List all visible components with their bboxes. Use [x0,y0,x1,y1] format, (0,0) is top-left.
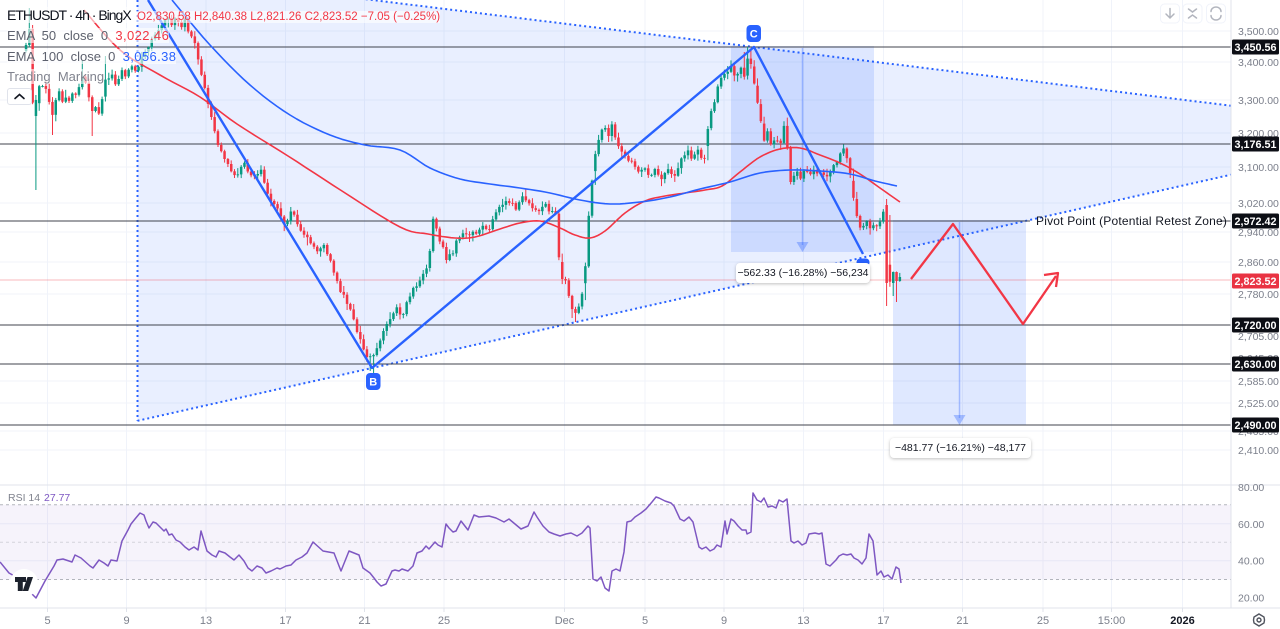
svg-text:2,780.00: 2,780.00 [1238,289,1279,301]
svg-text:C: C [750,29,758,41]
svg-text:2,823.52: 2,823.52 [1235,276,1277,288]
svg-text:5: 5 [642,615,648,627]
svg-text:3,400.00: 3,400.00 [1238,57,1279,69]
svg-text:3,450.56: 3,450.56 [1235,42,1277,54]
svg-text:2,490.00: 2,490.00 [1235,420,1277,432]
svg-text:20.00: 20.00 [1238,593,1264,605]
svg-text:15:00: 15:00 [1098,615,1126,627]
svg-text:2,630.00: 2,630.00 [1235,359,1277,371]
svg-text:3,300.00: 3,300.00 [1238,95,1279,107]
svg-text:21: 21 [956,615,968,627]
svg-text:2,705.00: 2,705.00 [1238,331,1279,343]
svg-text:21: 21 [358,615,370,627]
svg-text:40.00: 40.00 [1238,556,1264,568]
svg-text:2,410.00: 2,410.00 [1238,445,1279,457]
svg-text:9: 9 [721,615,727,627]
svg-text:2,525.00: 2,525.00 [1238,398,1279,410]
svg-text:25: 25 [1037,615,1049,627]
svg-text:2,585.00: 2,585.00 [1238,376,1279,388]
svg-text:60.00: 60.00 [1238,519,1264,531]
svg-text:B: B [369,377,377,389]
svg-text:2,972.42: 2,972.42 [1235,216,1277,228]
svg-text:Pivot Point (Potential Retest: Pivot Point (Potential Retest Zone) [1036,214,1227,228]
svg-text:2,720.00: 2,720.00 [1235,320,1277,332]
svg-text:9: 9 [123,615,129,627]
svg-text:13: 13 [797,615,809,627]
svg-text:80.00: 80.00 [1238,482,1264,494]
svg-text:2026: 2026 [1170,615,1194,627]
svg-text:17: 17 [877,615,889,627]
svg-text:3,020.00: 3,020.00 [1238,198,1279,210]
svg-text:17: 17 [279,615,291,627]
svg-text:2,860.00: 2,860.00 [1238,257,1279,269]
svg-text:3,100.00: 3,100.00 [1238,162,1279,174]
svg-text:5: 5 [44,615,50,627]
svg-text:Dec: Dec [555,615,575,627]
svg-text:3,176.51: 3,176.51 [1235,139,1277,151]
svg-text:2,940.00: 2,940.00 [1238,227,1279,239]
svg-text:13: 13 [200,615,212,627]
svg-text:3,500.00: 3,500.00 [1238,26,1279,38]
svg-text:25: 25 [438,615,450,627]
